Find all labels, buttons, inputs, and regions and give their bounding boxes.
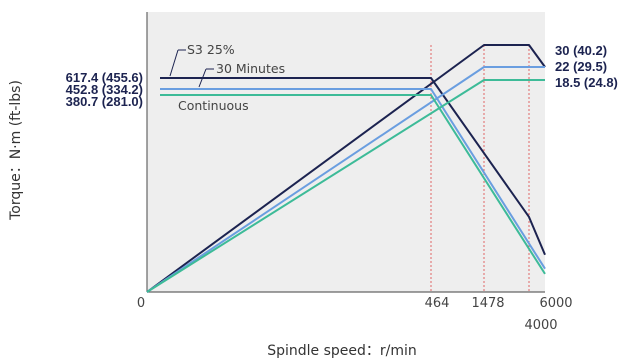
leader-s3 xyxy=(169,49,179,77)
y-axis-title: Torque：N·m (ft-lbs) xyxy=(8,80,24,221)
left-label-s3: 617.4 (455.6) xyxy=(66,70,143,85)
x-tick-4000: 4000 xyxy=(524,318,557,333)
x-tick-6000: 6000 xyxy=(539,296,572,311)
series-lines xyxy=(146,44,546,293)
power-line-continuous xyxy=(146,79,545,293)
annotation-30min: 30 Minutes xyxy=(216,61,285,76)
reference-lines xyxy=(146,12,545,293)
leader-30min xyxy=(198,68,207,88)
x-tick-464: 464 xyxy=(425,296,450,311)
right-label-continuous: 18.5 (24.8) xyxy=(555,75,618,90)
right-label-s3: 30 (40.2) xyxy=(555,43,607,58)
annotation-s3: S3 25% xyxy=(187,42,235,57)
plot-background xyxy=(147,12,545,292)
annotation-continuous: Continuous xyxy=(178,98,249,113)
torque-line-continuous xyxy=(160,94,546,275)
x-tick-0: 0 xyxy=(137,296,145,311)
power-line-s3 xyxy=(146,44,546,293)
annotation-leaders xyxy=(169,49,214,88)
left-label-continuous: 380.7 (281.0) xyxy=(66,94,143,109)
torque-line-30min xyxy=(160,88,546,270)
x-axis-title: Spindle speed：r/min xyxy=(267,343,417,359)
x-tick-1478: 1478 xyxy=(471,296,504,311)
right-label-30min: 22 (29.5) xyxy=(555,59,607,74)
power-line-30min xyxy=(146,66,545,293)
torque-line-s3 xyxy=(160,77,546,256)
left-label-30min: 452.8 (334.2) xyxy=(66,82,143,97)
